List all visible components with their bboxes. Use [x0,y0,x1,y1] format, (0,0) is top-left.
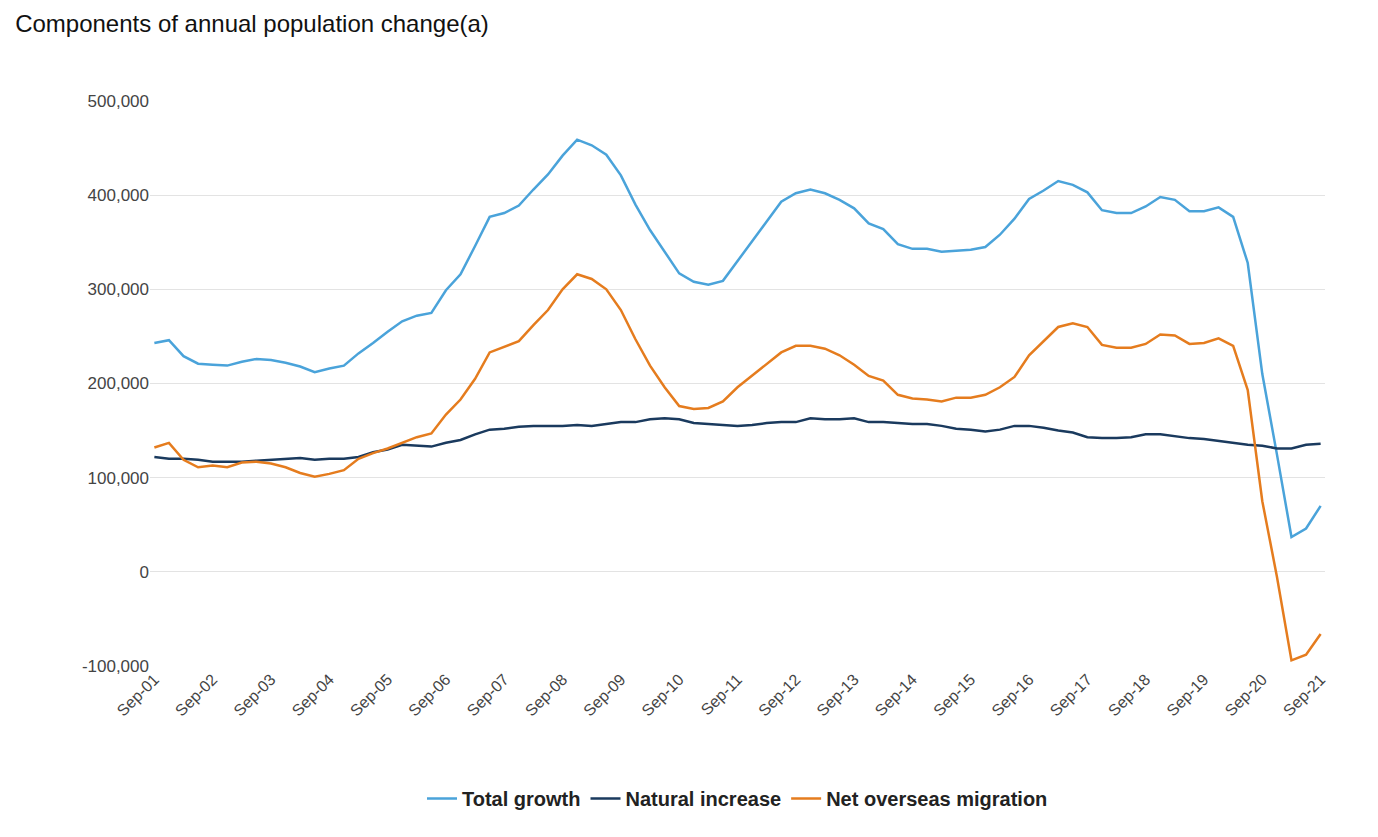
svg-text:Sep-17: Sep-17 [1047,671,1096,720]
svg-text:Sep-02: Sep-02 [172,671,221,720]
svg-text:Sep-11: Sep-11 [698,671,746,719]
svg-text:Total growth: Total growth [462,788,581,810]
svg-text:Sep-01: Sep-01 [114,671,163,720]
svg-text:Sep-09: Sep-09 [580,671,629,720]
svg-text:0: 0 [140,563,149,582]
svg-text:500,000: 500,000 [88,92,149,111]
svg-text:300,000: 300,000 [88,280,149,299]
svg-text:Sep-07: Sep-07 [464,671,513,720]
svg-text:100,000: 100,000 [88,469,149,488]
svg-text:Net overseas migration: Net overseas migration [826,788,1047,810]
svg-text:Sep-21: Sep-21 [1280,671,1329,720]
svg-text:Components of annual populatio: Components of annual population change(a… [15,10,489,37]
svg-text:Sep-14: Sep-14 [872,671,921,720]
svg-text:Sep-12: Sep-12 [755,671,804,720]
svg-text:Sep-16: Sep-16 [988,671,1037,720]
svg-text:Sep-20: Sep-20 [1222,671,1271,720]
svg-text:200,000: 200,000 [88,374,149,393]
svg-text:Sep-13: Sep-13 [813,671,862,720]
svg-text:Sep-18: Sep-18 [1105,671,1154,720]
svg-text:Sep-06: Sep-06 [405,671,454,720]
svg-text:Sep-03: Sep-03 [230,671,279,720]
svg-text:-100,000: -100,000 [82,657,149,676]
svg-text:Sep-19: Sep-19 [1163,671,1212,720]
svg-text:400,000: 400,000 [88,186,149,205]
svg-text:Sep-15: Sep-15 [930,671,979,720]
svg-text:Sep-08: Sep-08 [522,671,571,720]
svg-text:Sep-04: Sep-04 [289,671,338,720]
svg-text:Sep-05: Sep-05 [347,671,396,720]
svg-text:Natural increase: Natural increase [626,788,782,810]
svg-text:Sep-10: Sep-10 [638,671,687,720]
